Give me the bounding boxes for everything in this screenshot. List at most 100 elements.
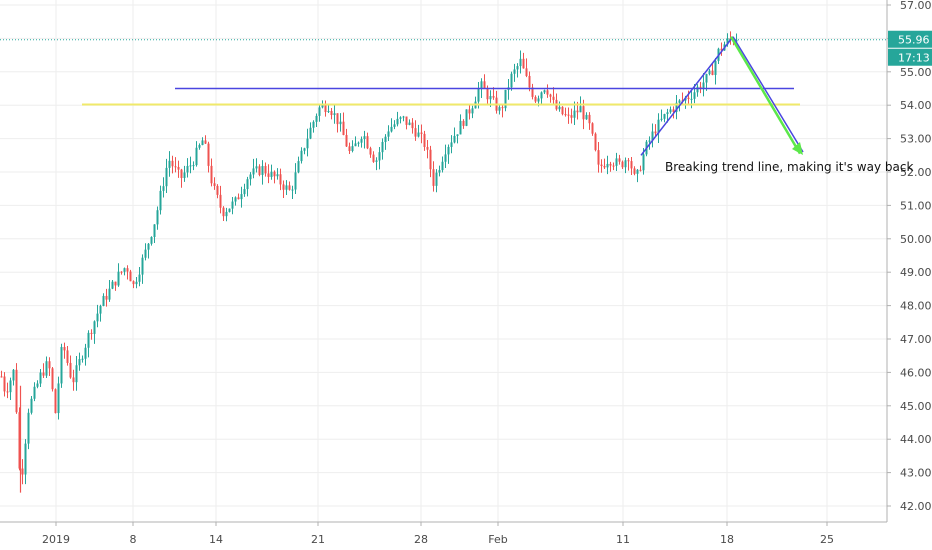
candle-body (246, 179, 249, 190)
candle-body (486, 88, 489, 100)
candle-body (633, 168, 636, 174)
candle-body (450, 142, 453, 147)
candle-body (48, 361, 51, 369)
x-tick-label: 28 (414, 533, 428, 546)
y-tick-label: 45.00 (900, 400, 932, 413)
candle-body (159, 190, 162, 211)
candle-body (324, 105, 327, 113)
candle-body (567, 114, 570, 116)
candle-body (240, 194, 243, 200)
candle-body (711, 70, 714, 75)
candle-body (351, 146, 354, 151)
candle-body (660, 118, 663, 120)
arrow-head-icon (792, 142, 803, 155)
x-tick-label: 11 (616, 533, 630, 546)
candle-body (147, 243, 150, 250)
y-tick-label: 52.00 (900, 166, 932, 179)
candle-body (63, 347, 66, 351)
candle-body (378, 152, 381, 161)
y-tick-label: 53.00 (900, 133, 932, 146)
candle-body (243, 189, 246, 195)
candle-body (408, 122, 411, 125)
x-tick-label: 18 (720, 533, 734, 546)
x-tick-label: 25 (820, 533, 834, 546)
countdown-badge (888, 48, 932, 66)
candle-body (690, 98, 693, 100)
candle-body (204, 140, 207, 144)
candle-body (726, 38, 729, 45)
candle-body (438, 170, 441, 173)
candle-body (27, 412, 30, 444)
grid-lines (0, 0, 887, 522)
candle-body (291, 189, 294, 191)
candle-body (540, 92, 543, 99)
candle-body (462, 120, 465, 126)
candle-body (618, 158, 621, 162)
candle-body (183, 172, 186, 178)
candle-body (231, 201, 234, 209)
x-tick-label: 8 (130, 533, 137, 546)
candle-body (276, 174, 279, 177)
candle-body (219, 194, 222, 208)
candle-body (90, 332, 93, 334)
candle-body (621, 161, 624, 168)
candle-body (636, 169, 639, 174)
x-tick-label: 2019 (42, 533, 70, 546)
candle-body (453, 135, 456, 143)
candle-body (312, 121, 315, 128)
candle-body (216, 185, 219, 195)
candle-body (612, 165, 615, 167)
candle-body (150, 236, 153, 244)
candle-body (624, 160, 627, 168)
candle-body (579, 106, 582, 113)
candle-body (285, 185, 288, 190)
candle-body (156, 210, 159, 225)
candle-body (411, 122, 414, 129)
candle-body (558, 106, 561, 110)
candle-body (72, 377, 75, 383)
candle-body (96, 313, 99, 322)
candle-body (375, 160, 378, 162)
y-tick-label: 44.00 (900, 433, 932, 446)
candle-body (669, 109, 672, 113)
candle-body (651, 131, 654, 141)
candle-body (414, 128, 417, 137)
candle-body (357, 142, 360, 144)
candle-body (39, 372, 42, 384)
candle-body (603, 165, 606, 168)
candle-body (498, 107, 501, 111)
candle-body (384, 136, 387, 142)
candle-body (111, 281, 114, 289)
candle-body (60, 347, 63, 384)
candle-body (483, 81, 486, 89)
candle-body (279, 174, 282, 185)
candle-body (135, 281, 138, 285)
y-tick-label: 50.00 (900, 233, 932, 246)
candle-body (192, 165, 195, 167)
candle-body (333, 113, 336, 116)
candle-body (303, 148, 306, 151)
candle-body (663, 114, 666, 119)
candle-body (267, 173, 270, 177)
candle-body (117, 271, 120, 286)
candle-body (582, 106, 585, 120)
candle-body (693, 92, 696, 99)
candle-body (534, 96, 537, 102)
candle-body (393, 124, 396, 127)
candle-body (201, 140, 204, 146)
x-tick-label: 21 (311, 533, 325, 546)
candle-body (546, 90, 549, 95)
candle-body (399, 117, 402, 119)
candle-body (657, 119, 660, 134)
candle-body (348, 146, 351, 151)
candle-body (570, 115, 573, 118)
candle-body (435, 172, 438, 186)
candle-body (84, 347, 87, 359)
candle-body (600, 164, 603, 166)
candle-body (168, 160, 171, 168)
projection-line (732, 36, 804, 153)
candle-body (222, 207, 225, 217)
candle-body (21, 468, 24, 475)
candle-body (504, 89, 507, 109)
